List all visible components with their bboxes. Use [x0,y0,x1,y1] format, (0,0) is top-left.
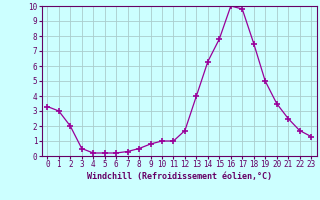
X-axis label: Windchill (Refroidissement éolien,°C): Windchill (Refroidissement éolien,°C) [87,172,272,181]
